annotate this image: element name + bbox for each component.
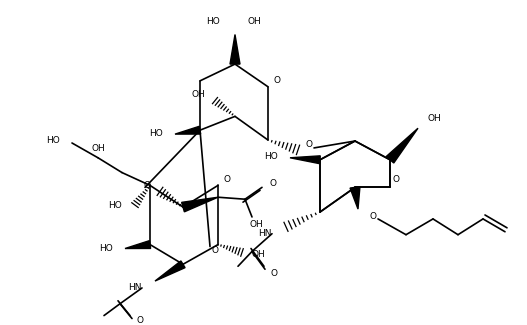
Text: OH: OH bbox=[252, 250, 266, 259]
Text: O: O bbox=[224, 175, 231, 184]
Text: OH: OH bbox=[91, 144, 105, 153]
Text: OH: OH bbox=[249, 220, 263, 229]
Polygon shape bbox=[155, 261, 185, 281]
Text: OH: OH bbox=[428, 114, 442, 123]
Text: O: O bbox=[211, 246, 219, 255]
Polygon shape bbox=[350, 187, 360, 209]
Text: O: O bbox=[270, 269, 278, 278]
Text: O: O bbox=[306, 140, 313, 150]
Polygon shape bbox=[125, 241, 151, 249]
Text: O: O bbox=[136, 316, 143, 325]
Text: HN: HN bbox=[259, 229, 272, 238]
Text: O: O bbox=[143, 181, 150, 190]
Text: O: O bbox=[274, 76, 281, 85]
Text: HO: HO bbox=[46, 136, 60, 145]
Text: O: O bbox=[270, 179, 277, 188]
Polygon shape bbox=[230, 34, 240, 64]
Text: HN: HN bbox=[129, 283, 142, 292]
Polygon shape bbox=[175, 126, 201, 134]
Text: HO: HO bbox=[206, 17, 220, 26]
Text: OH: OH bbox=[248, 17, 262, 26]
Text: HO: HO bbox=[264, 152, 278, 161]
Text: HO: HO bbox=[108, 201, 122, 210]
Text: O: O bbox=[393, 175, 399, 184]
Text: OH: OH bbox=[191, 90, 205, 99]
Text: HO: HO bbox=[99, 244, 113, 253]
Polygon shape bbox=[182, 197, 218, 212]
Text: O: O bbox=[370, 213, 377, 221]
Text: HO: HO bbox=[149, 129, 163, 137]
Polygon shape bbox=[386, 128, 418, 163]
Polygon shape bbox=[290, 156, 320, 164]
